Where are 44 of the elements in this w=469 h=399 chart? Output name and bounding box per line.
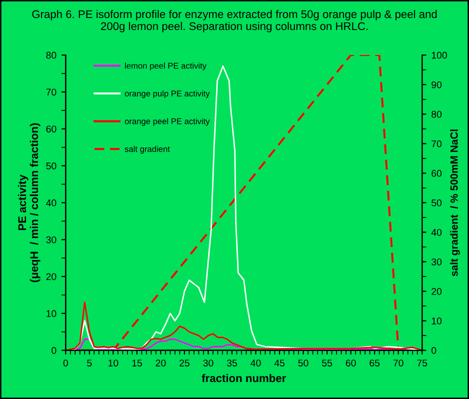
- y2-tick-label: 30: [432, 258, 442, 266]
- y2-tick-label: 0: [432, 347, 436, 354]
- x-tick-label: 25: [180, 360, 190, 366]
- x-tick-label: 65: [370, 360, 380, 366]
- x-tick-label: 75: [417, 360, 428, 366]
- x-tick-label: 35: [226, 360, 237, 366]
- y2-tick-label: 60: [432, 170, 442, 177]
- y2-tick-label: 20: [432, 288, 442, 295]
- x-tick-label: 5: [87, 360, 92, 366]
- x-tick-label: 0: [63, 360, 68, 366]
- x-tick-label: 15: [132, 360, 142, 366]
- x-tick-label: 55: [322, 360, 332, 366]
- x-tick-label: 40: [250, 360, 261, 366]
- y-tick-label: 10: [46, 310, 56, 318]
- y-axis-title: PE activity (μeqH / min / column fraction): [18, 123, 40, 282]
- y-tick-label: 20: [46, 273, 56, 280]
- y2-tick-label: 40: [431, 228, 442, 236]
- y-tick-label: 50: [46, 162, 56, 170]
- x-tick-label: 70: [393, 360, 404, 366]
- chart-title: Graph 6. PE isoform profile for enzyme extracted from 50g orange pulp & peel and 200g lemon peel. Separation using columns on HRLC.: [32, 10, 437, 32]
- x-tick-label: 10: [108, 360, 118, 366]
- y-tick-label: 60: [46, 126, 56, 132]
- x-tick-label: 45: [274, 360, 285, 366]
- y2-tick-label: 50: [432, 199, 442, 206]
- x-tick-label: 50: [298, 360, 308, 366]
- y2-tick-label: 10: [432, 318, 442, 324]
- y-tick-label: 70: [46, 88, 56, 96]
- legend-label: orange pulp PE activity: [124, 90, 210, 98]
- y-tick-label: 30: [46, 236, 56, 244]
- y2-tick-label: 100: [432, 52, 447, 59]
- x-tick-label: 30: [203, 360, 214, 366]
- legend-label: lemon peel PE activity: [125, 62, 207, 70]
- x-tick-label: 20: [156, 360, 166, 366]
- y2-tick-label: 90: [432, 81, 442, 88]
- y2-tick-label: 80: [432, 110, 442, 118]
- legend-label: orange peel PE activity: [124, 118, 210, 126]
- y-tick-label: 0: [52, 347, 56, 354]
- x-axis-title: fraction number: [202, 374, 286, 382]
- legend-label: salt gradient: [124, 146, 170, 154]
- y-tick-label: 80: [46, 52, 56, 59]
- y2-axis-title: salt gradient / % 500mM NaCl: [450, 130, 460, 276]
- x-tick-label: 60: [346, 360, 356, 366]
- y2-tick-label: 70: [432, 140, 442, 148]
- y-tick-label: 40: [46, 199, 56, 206]
